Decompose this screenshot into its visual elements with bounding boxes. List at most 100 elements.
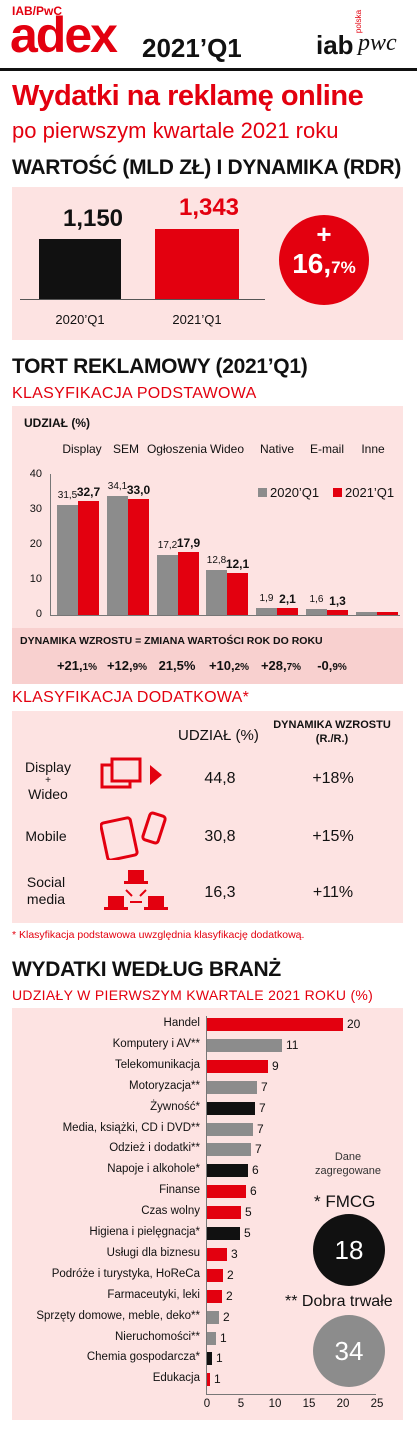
industry-bar <box>207 1080 257 1094</box>
share-bar-inne-2020 <box>356 612 377 615</box>
industry-bar <box>207 1373 210 1387</box>
growth-plus: + <box>316 219 332 249</box>
share-label-native-2020: 1,9 <box>259 593 274 604</box>
additional-classification-title: KLASYFIKACJA DODATKOWA* <box>12 689 250 706</box>
value-category-2020: 2020’Q1 <box>55 312 105 327</box>
growth-ogloszenia: 21,5% <box>158 658 196 673</box>
industry-label: Podróże i turystyka, HoReCa <box>51 1267 200 1280</box>
adex-logo: adex <box>10 7 118 63</box>
growth-sem: +12,9% <box>106 658 148 673</box>
share-label-ogloszenia-2020: 17,2 <box>157 540 178 551</box>
industry-label: Media, książki, CD i DVD** <box>62 1121 200 1134</box>
basic-classification-title: KLASYFIKACJA PODSTAWOWA <box>12 385 257 402</box>
growth-wideo: +10,2% <box>208 658 250 673</box>
industry-value: 1 <box>214 1372 221 1387</box>
share-label-sem-2020: 34,1 <box>107 481 128 492</box>
x-tick-25: 25 <box>370 1398 384 1410</box>
industry-label: Higiena i pielęgnacja* <box>89 1226 200 1238</box>
additional-share-mobile: 30,8 <box>204 828 236 845</box>
growth-strip <box>12 628 403 684</box>
share-bar-native-2020 <box>256 608 277 615</box>
industry-bar <box>207 1268 223 1282</box>
share-y-axis <box>50 474 51 616</box>
category-native: Native <box>259 442 294 456</box>
share-label-wideo-2021: 12,1 <box>225 557 250 571</box>
additional-share-display-video: 44,8 <box>204 770 236 787</box>
y-tick-0: 0 <box>35 608 42 620</box>
industry-label: Żywność* <box>150 1100 200 1113</box>
industry-bar <box>207 1227 240 1240</box>
share-bar-email-2020 <box>306 609 327 615</box>
industry-value: 6 <box>252 1163 259 1178</box>
additional-growth-mobile: +15% <box>312 828 354 845</box>
y-tick-10: 10 <box>29 573 42 585</box>
additional-share-header: UDZIAŁ (%) <box>178 727 259 744</box>
share-bar-wideo-2021 <box>227 573 248 615</box>
growth-email: -0,9% <box>317 658 347 673</box>
growth-strip-title: DYNAMIKA WZROSTU = ZMIANA WARTOŚCI ROK D… <box>20 635 323 647</box>
header: IAB/PwC adex 2021’Q1 iab polska pwc <box>0 0 417 78</box>
category-wideo: Wideo <box>209 442 244 456</box>
durable-circle: 34 <box>313 1315 385 1387</box>
industry-y-axis <box>206 1016 207 1394</box>
additional-growth-header-1: DYNAMIKA WZROSTU <box>273 719 391 731</box>
growth-value: 16,7% <box>292 248 356 279</box>
page-subtitle: po pierwszym kwartale 2021 roku <box>12 118 339 143</box>
industry-bar <box>207 1289 222 1303</box>
y-tick-40: 40 <box>29 468 42 480</box>
share-x-axis <box>50 615 400 616</box>
industry-label: Handel <box>163 1017 200 1029</box>
industry-value: 6 <box>250 1184 257 1199</box>
industry-bar <box>207 1352 212 1366</box>
fmcg-circle: 18 <box>313 1214 385 1286</box>
industry-x-axis <box>206 1394 376 1395</box>
share-bar-wideo-2020 <box>206 570 227 615</box>
additional-label-mobile: Mobile <box>25 828 67 844</box>
aggregated-label: Dane zagregowane <box>314 1151 382 1177</box>
industry-section-title: WYDATKI WEDŁUG BRANŻ <box>12 958 281 981</box>
share-label-native-2021: 2,1 <box>279 592 296 606</box>
industry-value: 11 <box>286 1037 299 1052</box>
industry-subtitle: UDZIAŁY W PIERWSZYM KWARTALE 2021 ROKU (… <box>12 987 374 1003</box>
growth-badge: + 16,7% <box>279 215 369 305</box>
fmcg-label: * FMCG <box>314 1192 376 1211</box>
legend-swatch-2020 <box>258 488 267 497</box>
industry-value: 5 <box>245 1205 252 1220</box>
additional-growth-header-2: (R./R.) <box>315 733 349 745</box>
industry-bar <box>207 1310 219 1324</box>
industry-value: 1 <box>216 1351 223 1366</box>
share-axis-title: UDZIAŁ (%) <box>24 416 90 430</box>
industry-bar <box>207 1164 248 1178</box>
category-inne: Inne <box>361 442 385 456</box>
industry-value: 7 <box>255 1142 262 1157</box>
industry-label: Komputery i AV** <box>112 1037 200 1050</box>
share-label-wideo-2020: 12,8 <box>206 555 227 566</box>
industry-value: 5 <box>244 1226 251 1240</box>
category-ogloszenia: Ogłoszenia <box>146 442 208 456</box>
footnote: * Klasyfikacja podstawowa uwzględnia kla… <box>12 929 305 941</box>
industry-label: Czas wolny <box>141 1205 200 1218</box>
industry-label: Nieruchomości** <box>114 1330 200 1343</box>
x-tick-10: 10 <box>268 1398 282 1410</box>
value-bar-2020 <box>39 239 121 299</box>
page-title: Wydatki na reklamę online <box>12 80 364 112</box>
y-tick-30: 30 <box>29 503 42 515</box>
y-tick-20: 20 <box>29 538 42 550</box>
industry-bar <box>207 1018 343 1031</box>
share-bar-sem-2021 <box>128 499 149 615</box>
share-label-display-2021: 32,7 <box>76 485 101 499</box>
category-sem: SEM <box>112 442 139 456</box>
legend-swatch-2021 <box>333 488 342 497</box>
value-axis-line <box>20 299 265 300</box>
share-bar-email-2021 <box>327 610 348 615</box>
industry-label: Edukacja <box>152 1372 200 1385</box>
industry-value: 7 <box>261 1079 268 1094</box>
share-bar-display-2020 <box>57 505 78 615</box>
growth-display: +21,1% <box>56 658 98 673</box>
industry-label: Farmaceutyki, leki <box>107 1288 200 1301</box>
industry-label: Chemia gospodarcza* <box>86 1351 200 1364</box>
share-bar-native-2021 <box>277 608 298 615</box>
industry-value: 2 <box>227 1267 234 1282</box>
industry-value: 3 <box>231 1246 238 1261</box>
category-display: Display <box>62 442 102 456</box>
